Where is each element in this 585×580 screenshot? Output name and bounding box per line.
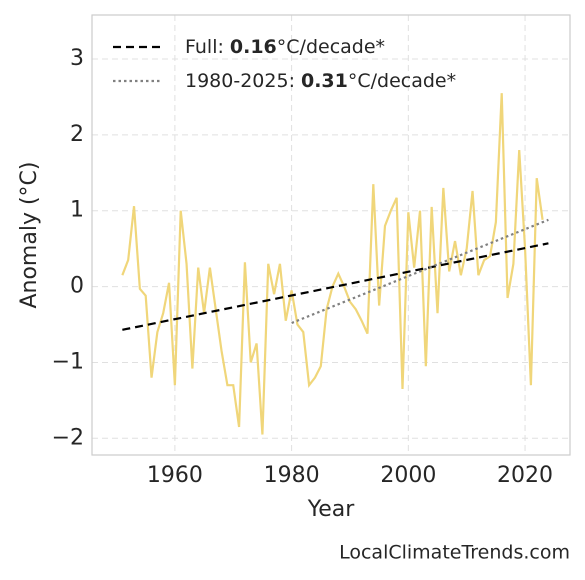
legend-name: Full: <box>185 36 224 58</box>
x-tick-label: 1960 <box>147 463 203 488</box>
legend-label: Full: 0.16°C/decade* <box>185 36 385 58</box>
y-tick-label: −1 <box>52 349 84 374</box>
plot-frame <box>91 14 571 456</box>
legend-slope: 0.16 <box>230 36 277 58</box>
legend-name: 1980-2025: <box>185 70 295 92</box>
y-tick-label: 2 <box>70 122 84 147</box>
y-tick-label: 0 <box>70 274 84 299</box>
y-tick-label: −2 <box>52 425 84 450</box>
x-axis-label: Year <box>307 497 356 522</box>
x-tick-label: 1980 <box>264 463 320 488</box>
legend-label: 1980-2025: 0.31°C/decade* <box>185 70 456 92</box>
legend-unit: °C/decade* <box>277 36 385 58</box>
legend-unit: °C/decade* <box>348 70 456 92</box>
trend-line <box>122 242 549 331</box>
y-tick-label: 1 <box>70 198 84 223</box>
trend-line <box>291 218 549 325</box>
y-axis-label: Anomaly (°C) <box>17 161 42 308</box>
legend-slope: 0.31 <box>301 70 348 92</box>
source-label: LocalClimateTrends.com <box>339 542 570 564</box>
y-tick-label: 3 <box>70 46 84 71</box>
x-tick-label: 2020 <box>497 463 553 488</box>
x-tick-label: 2000 <box>380 463 436 488</box>
